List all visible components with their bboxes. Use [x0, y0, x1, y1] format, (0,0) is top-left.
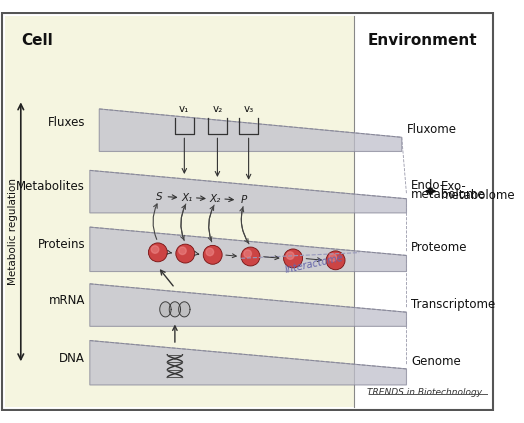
Text: Fluxome: Fluxome — [407, 123, 456, 136]
Circle shape — [203, 245, 222, 264]
Circle shape — [151, 246, 159, 253]
Polygon shape — [90, 284, 407, 327]
Circle shape — [241, 247, 260, 266]
Text: Proteome: Proteome — [411, 242, 468, 254]
Circle shape — [206, 248, 214, 256]
Polygon shape — [90, 170, 407, 213]
Text: Transcriptome: Transcriptome — [411, 298, 496, 311]
Polygon shape — [169, 302, 181, 317]
Text: X₂: X₂ — [210, 194, 221, 204]
Text: metabolome: metabolome — [411, 189, 486, 201]
FancyBboxPatch shape — [5, 16, 355, 407]
Circle shape — [287, 252, 294, 259]
Circle shape — [326, 251, 345, 270]
Polygon shape — [90, 341, 407, 385]
Text: v₁: v₁ — [179, 104, 190, 114]
Polygon shape — [179, 302, 190, 317]
Text: S: S — [156, 192, 162, 201]
Text: P: P — [241, 195, 247, 205]
Circle shape — [148, 243, 167, 262]
Text: Fluxes: Fluxes — [48, 116, 85, 129]
Text: Environment: Environment — [368, 33, 477, 48]
Polygon shape — [99, 109, 402, 151]
Text: mRNA: mRNA — [49, 294, 85, 307]
Text: Interactome: Interactome — [283, 253, 344, 275]
Text: Endo-: Endo- — [411, 179, 445, 192]
Text: Genome: Genome — [411, 355, 461, 368]
Circle shape — [176, 244, 195, 263]
Text: Cell: Cell — [21, 33, 52, 48]
Text: DNA: DNA — [59, 352, 85, 365]
Polygon shape — [160, 302, 171, 317]
Text: Metabolites: Metabolites — [16, 181, 85, 193]
Text: Proteins: Proteins — [37, 238, 85, 251]
Circle shape — [179, 247, 186, 255]
Text: Metabolic regulation: Metabolic regulation — [8, 179, 18, 286]
Circle shape — [244, 250, 252, 258]
Text: v₃: v₃ — [244, 104, 254, 114]
Text: X₁: X₁ — [181, 193, 193, 203]
Text: metabolome: metabolome — [441, 190, 515, 202]
Polygon shape — [90, 227, 407, 272]
Text: v₂: v₂ — [212, 104, 223, 114]
Circle shape — [329, 254, 336, 261]
Text: TRENDS in Biotechnology: TRENDS in Biotechnology — [367, 388, 482, 397]
Circle shape — [283, 249, 302, 268]
Text: Exo-: Exo- — [441, 180, 466, 193]
FancyBboxPatch shape — [2, 14, 494, 409]
